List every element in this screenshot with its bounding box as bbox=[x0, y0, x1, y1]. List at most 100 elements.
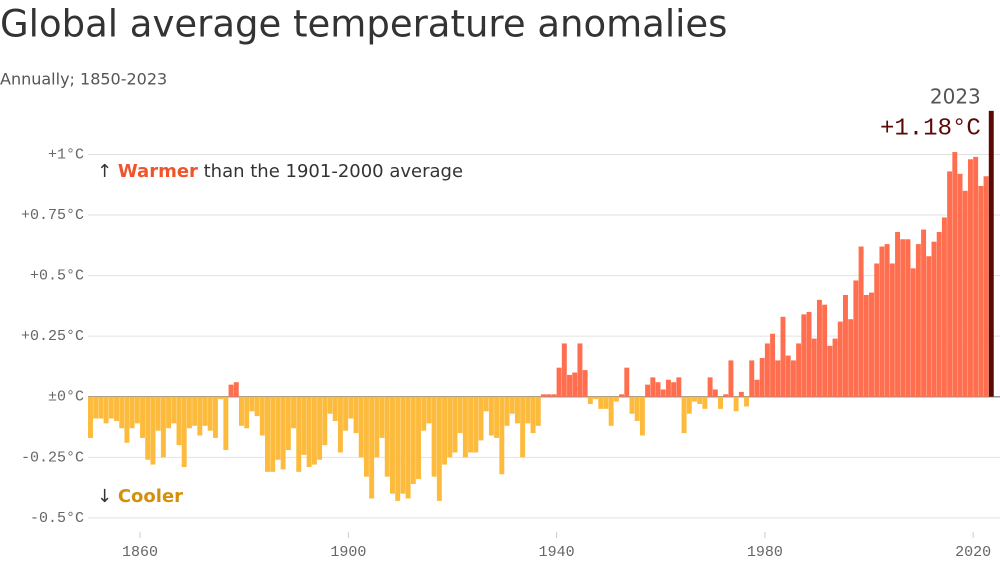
bar bbox=[582, 370, 588, 397]
bar bbox=[108, 396, 114, 419]
bar bbox=[837, 321, 843, 397]
bar bbox=[665, 379, 671, 397]
bar bbox=[790, 360, 796, 397]
bar bbox=[541, 394, 546, 397]
x-tick-label: 1860 bbox=[122, 544, 158, 561]
bar bbox=[343, 396, 349, 431]
bar bbox=[239, 396, 244, 426]
bar bbox=[301, 396, 307, 455]
bar bbox=[608, 396, 614, 426]
bar bbox=[270, 396, 276, 472]
bar bbox=[124, 396, 130, 443]
bar bbox=[962, 190, 968, 397]
bar bbox=[259, 396, 265, 436]
labels: +1°C +0.75°C +0.5°C +0.25°C ±0°C -0.25°C -0.5°… bbox=[21, 85, 991, 561]
bar bbox=[103, 396, 109, 424]
bar bbox=[129, 396, 135, 429]
warmer-rest: than the 1901-2000 average bbox=[198, 161, 463, 182]
bar bbox=[921, 229, 927, 397]
bar bbox=[941, 217, 947, 397]
bar bbox=[874, 263, 880, 397]
bar bbox=[337, 396, 343, 453]
bar bbox=[275, 396, 281, 460]
bar bbox=[88, 396, 93, 438]
bar bbox=[650, 377, 656, 397]
bar bbox=[952, 152, 958, 397]
bar bbox=[431, 396, 437, 477]
bar bbox=[358, 396, 364, 458]
bar bbox=[483, 396, 489, 412]
bars bbox=[88, 110, 994, 501]
bar bbox=[119, 396, 125, 429]
bar bbox=[311, 396, 317, 465]
bar bbox=[676, 377, 682, 397]
bar bbox=[983, 176, 989, 397]
arrow: ↑ bbox=[97, 161, 112, 182]
bar bbox=[816, 299, 822, 397]
bar bbox=[332, 396, 338, 421]
bar bbox=[457, 396, 463, 434]
bar bbox=[593, 396, 599, 400]
bar bbox=[244, 396, 250, 429]
bar bbox=[478, 396, 484, 441]
bar bbox=[488, 396, 494, 436]
bar bbox=[915, 244, 921, 397]
bar bbox=[280, 396, 286, 470]
bar bbox=[546, 394, 552, 397]
bar bbox=[228, 384, 234, 397]
bar bbox=[655, 382, 661, 397]
y-tick-label: ±0°C bbox=[48, 389, 84, 406]
bar bbox=[530, 396, 536, 434]
bar bbox=[567, 374, 572, 397]
bar bbox=[363, 396, 369, 477]
bar bbox=[775, 360, 781, 397]
bar bbox=[192, 396, 198, 426]
bar bbox=[114, 396, 119, 421]
y-tick-label: +0.25°C bbox=[21, 328, 84, 345]
y-tick-label: -0.25°C bbox=[21, 449, 84, 466]
bar bbox=[827, 345, 833, 397]
bar bbox=[150, 396, 156, 465]
bar bbox=[697, 396, 703, 405]
bar bbox=[155, 396, 161, 431]
bar bbox=[166, 396, 172, 429]
bar bbox=[733, 396, 739, 412]
bar bbox=[322, 396, 328, 446]
bar bbox=[353, 396, 359, 434]
x-tick-label: 1980 bbox=[747, 544, 783, 561]
bar bbox=[978, 185, 984, 397]
y-tick-label: -0.5°C bbox=[30, 510, 84, 527]
bar bbox=[98, 396, 104, 419]
bar bbox=[723, 394, 729, 397]
bar bbox=[843, 294, 848, 397]
bar bbox=[171, 396, 177, 424]
bar bbox=[468, 396, 474, 453]
bar bbox=[764, 343, 770, 397]
highlight-year: 2023 bbox=[930, 85, 981, 109]
bar bbox=[291, 396, 297, 429]
bar bbox=[926, 256, 932, 397]
bar bbox=[93, 396, 99, 419]
bar bbox=[400, 396, 406, 494]
bar bbox=[223, 396, 229, 451]
bar bbox=[379, 396, 385, 438]
x-tick-label: 1900 bbox=[330, 544, 366, 561]
bar bbox=[348, 396, 354, 419]
bar bbox=[207, 396, 213, 431]
bar bbox=[660, 389, 666, 397]
bar bbox=[967, 159, 973, 397]
bar bbox=[447, 396, 453, 458]
bar bbox=[759, 357, 765, 397]
bar bbox=[306, 396, 312, 468]
bar bbox=[405, 396, 411, 499]
bar bbox=[504, 396, 510, 426]
bar bbox=[186, 396, 192, 429]
bar bbox=[197, 396, 203, 436]
chart-subtitle: Annually; 1850-2023 bbox=[0, 70, 167, 89]
bar bbox=[390, 396, 395, 494]
bar bbox=[535, 396, 541, 426]
bar bbox=[416, 396, 421, 480]
bar bbox=[499, 396, 505, 475]
bar bbox=[889, 263, 895, 397]
